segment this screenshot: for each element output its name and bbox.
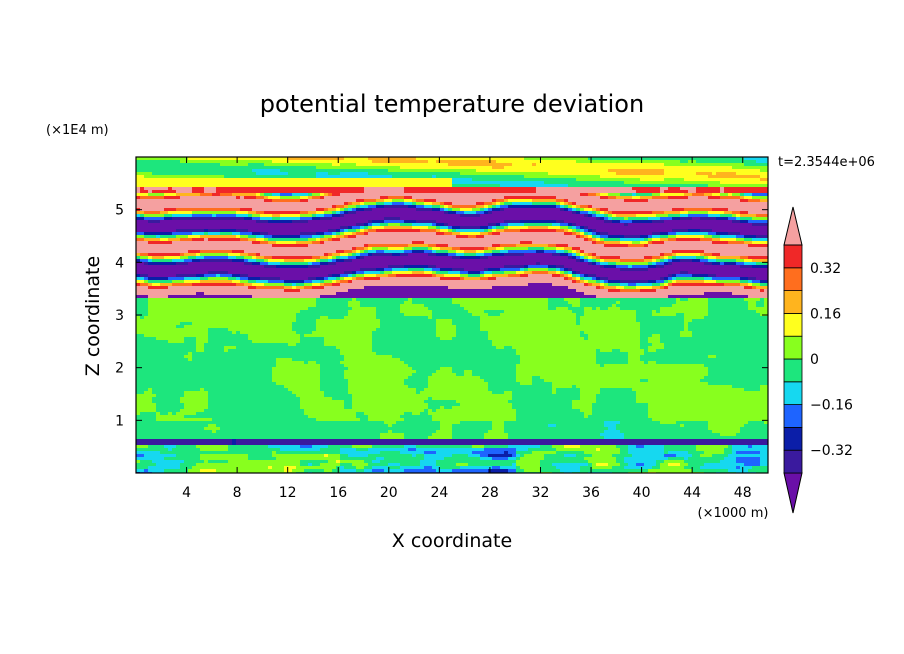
contour-field [136, 157, 768, 473]
y-unit-label: (×1E4 m) [46, 123, 109, 138]
y-tick-label: 4 [115, 255, 124, 271]
x-tick-label: 20 [380, 485, 398, 501]
colorbar-box [783, 267, 803, 291]
x-tick-label: 8 [233, 485, 242, 501]
colorbar-tick-label: 0.16 [810, 306, 841, 322]
x-tick-label: 28 [481, 485, 499, 501]
x-unit-label: (×1000 m) [698, 506, 769, 521]
x-tick-label: 44 [683, 485, 701, 501]
y-tick-label: 3 [115, 308, 124, 324]
colorbar-box [783, 449, 803, 474]
y-axis: 1 2 3 4 5 [115, 203, 768, 429]
colorbar-extend-low [783, 472, 803, 514]
x-axis: 4 8 12 16 20 24 28 32 36 40 44 48 [182, 157, 752, 501]
time-label: t=2.3544e+06 [778, 155, 875, 170]
colorbar-box [783, 244, 803, 269]
colorbar-box [783, 358, 803, 383]
colorbar-box [783, 404, 803, 428]
x-tick-label: 48 [734, 485, 752, 501]
x-tick-label: 32 [532, 485, 550, 501]
x-axis-label: X coordinate [392, 530, 512, 552]
x-tick-label: 40 [633, 485, 651, 501]
colorbar: 0.32 0.16 0 −0.16 −0.32 [783, 206, 853, 514]
colorbar-tick-label: −0.32 [810, 443, 853, 459]
y-tick-label: 2 [115, 361, 124, 377]
x-tick-label: 36 [582, 485, 600, 501]
colorbar-box [783, 290, 803, 314]
colorbar-tick-label: −0.16 [810, 398, 853, 414]
colorbar-tick-label: 0.32 [810, 261, 841, 277]
x-tick-label: 12 [279, 485, 297, 501]
y-tick-label: 5 [115, 203, 124, 219]
colorbar-box [783, 381, 803, 405]
colorbar-box [783, 426, 803, 451]
x-tick-label: 16 [329, 485, 347, 501]
y-tick-label: 1 [115, 413, 124, 429]
colorbar-extend-high [783, 206, 803, 246]
colorbar-tick-label: 0 [810, 352, 819, 368]
x-tick-label: 4 [182, 485, 191, 501]
colorbar-box [783, 312, 803, 337]
chart-title: potential temperature deviation [260, 90, 644, 118]
x-tick-label: 24 [430, 485, 448, 501]
colorbar-box [783, 335, 803, 360]
y-axis-label: Z coordinate [82, 256, 104, 376]
